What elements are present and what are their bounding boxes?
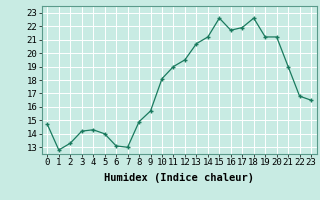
X-axis label: Humidex (Indice chaleur): Humidex (Indice chaleur) (104, 173, 254, 183)
